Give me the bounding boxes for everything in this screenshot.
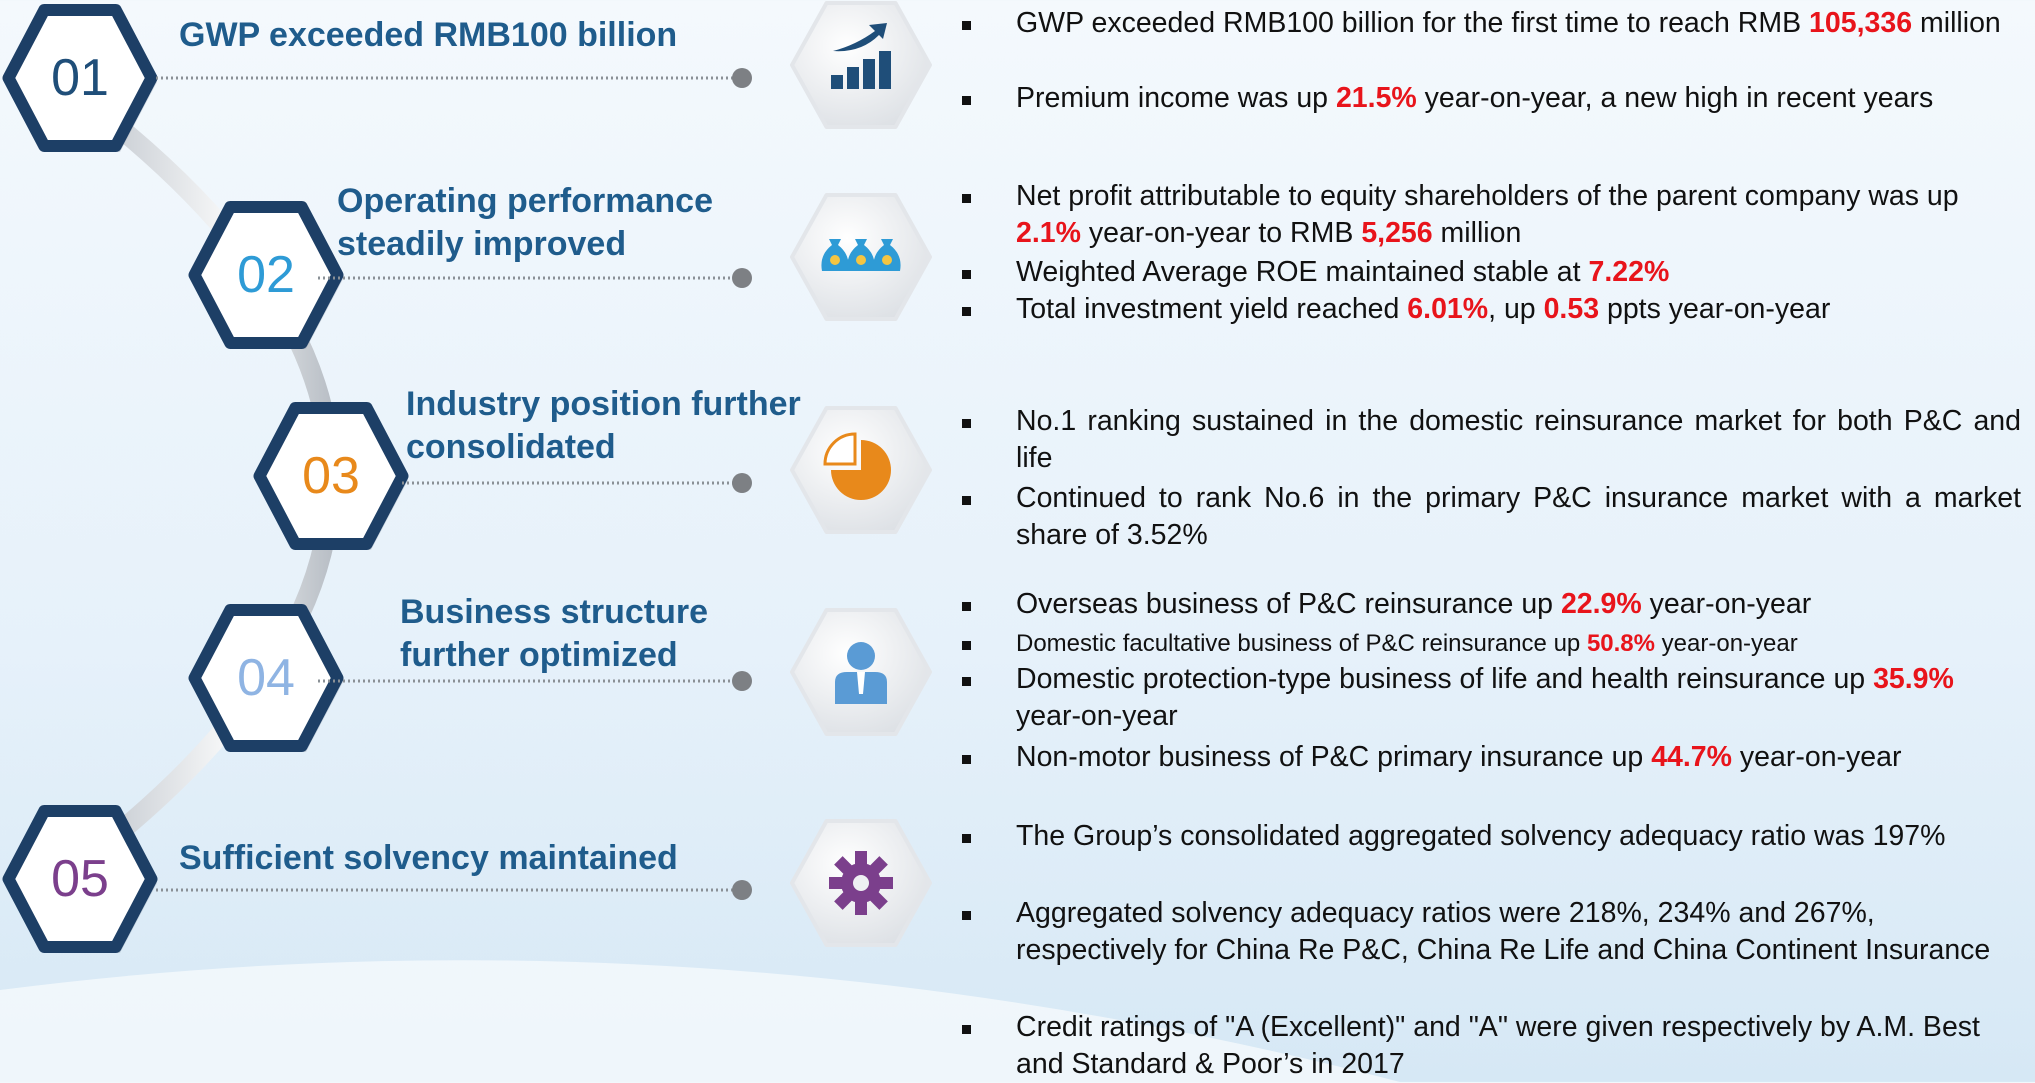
bullet-text: Non-motor business of P&C primary insura… (1016, 741, 1652, 773)
icon (831, 23, 891, 89)
background-swoosh (0, 960, 1400, 1082)
bullet-text: Credit ratings of "A (Excellent)" and "A… (1016, 1011, 1980, 1080)
bullet-text: The Group’s consolidated aggregated solv… (1016, 820, 1946, 852)
bullet-text: year-on-year (1655, 630, 1798, 657)
icon-gear-tooth (855, 899, 867, 915)
bullet-text: year-on-year, a new high in recent years (1416, 82, 1934, 114)
icon (835, 642, 887, 704)
icon-coin (856, 255, 866, 265)
item-title: GWP exceeded RMB100 billion (179, 16, 678, 54)
icon (821, 239, 901, 271)
highlight-figure: 44.7% (1651, 741, 1732, 773)
highlight-figure: 7.22% (1588, 256, 1670, 288)
item-title: Business structure further optimized (400, 593, 708, 674)
item-number: 05 (51, 850, 109, 908)
highlight-figure: 35.9% (1873, 663, 1954, 695)
highlight-figure: 50.8% (1586, 630, 1655, 657)
connector-dot (732, 880, 752, 900)
number-hexagon (188, 201, 344, 349)
bullet-text: , up (1488, 293, 1544, 325)
bullet-text: year-on-year (1641, 588, 1812, 620)
item-title: Industry position further consolidated (406, 385, 801, 466)
bullet-item: Domestic facultative business of P&C rei… (962, 625, 2021, 662)
icon-bar (847, 67, 859, 89)
bullet-text: GWP exceeded RMB100 billion for the firs… (1016, 7, 1810, 39)
bullet-item: Non-motor business of P&C primary insura… (962, 739, 2021, 776)
connector-dot (732, 268, 752, 288)
highlight-figure: 105,336 (1809, 7, 1913, 39)
highlight-figure: 21.5% (1335, 82, 1417, 114)
item-number: 03 (302, 447, 360, 505)
icon (829, 851, 893, 915)
icon-pie (831, 440, 891, 500)
number-hexagon (188, 604, 344, 752)
icon-gear-hole (853, 875, 869, 891)
bullet-item: Continued to rank No.6 in the primary P&… (962, 480, 2021, 554)
bullet-item: Credit ratings of "A (Excellent)" and "A… (962, 1009, 2021, 1083)
bullet-text: Overseas business of P&C reinsurance up (1016, 588, 1561, 620)
icon-head (847, 642, 875, 670)
highlight-figure: 22.9% (1560, 588, 1642, 620)
bullet-item: GWP exceeded RMB100 billion for the firs… (962, 5, 2021, 42)
bullet-item: Total investment yield reached 6.01%, up… (962, 291, 2021, 328)
bullet-text: million (1912, 7, 2001, 39)
number-hexagon (2, 805, 158, 953)
bullet-text: No.1 ranking sustained in the domestic r… (1016, 405, 2021, 474)
icon-bar (879, 51, 891, 89)
icon-gear-tooth (855, 851, 867, 867)
bullet-item: Aggregated solvency adequacy ratios were… (962, 895, 2021, 969)
bullet-item: Premium income was up 21.5% year-on-year… (962, 80, 2021, 117)
icon-tie (857, 672, 865, 694)
highlight-figure: 5,256 (1361, 217, 1433, 249)
bullet-text: Weighted Average ROE maintained stable a… (1016, 256, 1589, 288)
highlight-figure: 6.01% (1407, 293, 1489, 325)
bullet-text: year-on-year to RMB (1080, 217, 1362, 249)
connector-dot (732, 473, 752, 493)
item-title: Sufficient solvency maintained (179, 839, 678, 877)
item-title: Operating performance steadily improved (337, 182, 713, 263)
bullet-text: Net profit attributable to equity shareh… (1016, 180, 1959, 212)
item-number: 02 (237, 246, 295, 304)
bullet-item: No.1 ranking sustained in the domestic r… (962, 403, 2021, 477)
bullet-item: Domestic protection-type business of lif… (962, 661, 2021, 735)
number-hexagon (253, 402, 409, 550)
highlight-figure: 2.1% (1016, 217, 1081, 249)
bullet-text: million (1432, 217, 1522, 249)
bullet-item: Weighted Average ROE maintained stable a… (962, 254, 2021, 291)
icon-hexagon (790, 1, 932, 129)
item-number: 04 (237, 649, 295, 707)
bullet-text: Domestic protection-type business of lif… (1016, 663, 1874, 695)
bullet-text: Continued to rank No.6 in the primary P&… (1016, 482, 2021, 551)
icon-bar (863, 59, 875, 89)
highlight-figure: 0.53 (1543, 293, 1600, 325)
bullet-item: The Group’s consolidated aggregated solv… (962, 818, 2021, 855)
bullet-text: Aggregated solvency adequacy ratios were… (1016, 897, 1991, 966)
icon-gear-tooth (877, 877, 893, 889)
icon-bar (831, 75, 843, 89)
number-hexagon (2, 4, 158, 152)
icon-coin (882, 255, 892, 265)
item-number: 01 (51, 49, 109, 107)
bullet-text: Premium income was up (1016, 82, 1336, 114)
icon-coin (830, 255, 840, 265)
bullet-text: Domestic facultative business of P&C rei… (1016, 630, 1587, 657)
icon-pie-slice (823, 432, 857, 466)
connector-dot (732, 671, 752, 691)
icon-gear-tooth (829, 877, 845, 889)
bullet-text: Total investment yield reached (1016, 293, 1408, 325)
bullet-text: ppts year-on-year (1599, 293, 1831, 325)
bullet-item: Net profit attributable to equity shareh… (962, 178, 2021, 252)
bullet-item: Overseas business of P&C reinsurance up … (962, 586, 2021, 623)
bullet-text: year-on-year (1016, 700, 1178, 732)
icon (823, 432, 891, 500)
connector-dot (732, 68, 752, 88)
bullet-text: year-on-year (1732, 741, 1902, 773)
icon-arrow (833, 23, 887, 52)
